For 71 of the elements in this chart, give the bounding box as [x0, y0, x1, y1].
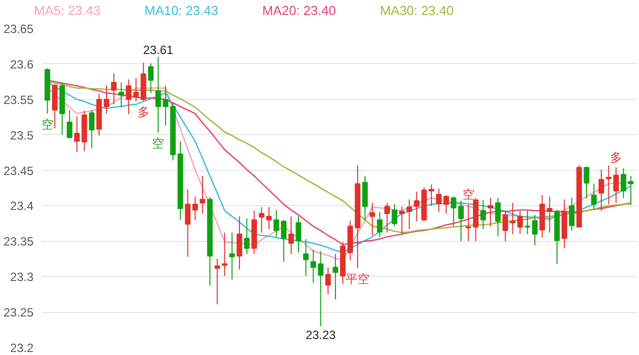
candlestick — [148, 62, 154, 94]
candlestick — [384, 202, 390, 234]
candlestick — [325, 266, 331, 295]
y-tick-label: 23.45 — [3, 164, 34, 178]
candlestick — [236, 216, 242, 270]
candlestick — [392, 204, 398, 227]
candlestick — [244, 218, 250, 254]
candlestick — [598, 169, 604, 212]
y-tick-label: 23.55 — [3, 92, 34, 107]
candlestick — [399, 206, 405, 235]
annotation: 23.61 — [143, 42, 174, 57]
candlestick — [332, 253, 338, 300]
candlestick — [568, 197, 575, 232]
candlestick — [192, 196, 198, 220]
candlestick — [502, 210, 508, 242]
y-tick-label: 23.3 — [10, 270, 34, 284]
candlestick — [606, 164, 612, 205]
candlestick — [414, 191, 420, 222]
candlestick — [406, 198, 412, 230]
candlestick — [229, 232, 235, 280]
candlestick — [155, 56, 161, 134]
text: MA20: 23.40 — [262, 3, 336, 18]
candlestick — [532, 214, 538, 246]
candlestick — [517, 210, 523, 235]
candlestick — [66, 110, 72, 138]
candlestick — [546, 196, 552, 234]
candlestick — [296, 216, 302, 254]
annotation: 多 — [137, 104, 150, 119]
candlestick — [613, 166, 619, 204]
y-tick-label: 23.25 — [3, 306, 34, 320]
candlestick — [466, 204, 472, 242]
candlestick — [584, 166, 590, 200]
candlestick — [200, 175, 206, 214]
candlestick — [74, 116, 80, 152]
candlestick — [436, 188, 442, 213]
candlestick — [222, 232, 228, 276]
candlestick — [370, 202, 376, 236]
candlestick — [118, 82, 124, 108]
y-tick-label: 23.65 — [3, 22, 34, 36]
annotation: 空 — [152, 136, 164, 151]
y-tick-label: 23.4 — [10, 199, 34, 214]
candlestick — [214, 258, 220, 305]
candlestick — [111, 72, 117, 105]
text: MA5: 23.43 — [34, 3, 100, 18]
candlestick — [310, 249, 316, 284]
annotation: 平空 — [346, 272, 370, 286]
candlestick — [443, 194, 450, 214]
annotation: 空 — [41, 118, 54, 132]
candlestick — [480, 200, 486, 230]
annotation: 23.23 — [306, 328, 336, 342]
candlestick — [288, 216, 294, 254]
annotation: 多 — [610, 150, 622, 164]
candlestick — [162, 85, 168, 126]
text: MA30: 23.40 — [380, 3, 454, 18]
text: MA10: 23.43 — [144, 3, 218, 18]
candlestick — [303, 238, 309, 276]
candlestick — [318, 250, 324, 327]
y-tick-label: 23.35 — [3, 234, 34, 249]
candlestick — [524, 210, 530, 235]
candlestick — [376, 212, 383, 238]
y-tick-label: 23.2 — [10, 341, 34, 355]
candlestick — [488, 197, 494, 227]
candlestick — [495, 197, 501, 237]
candlestick — [184, 188, 191, 258]
candlestick — [88, 110, 95, 149]
annotation: 空 — [462, 187, 474, 202]
y-tick-label: 23.6 — [10, 57, 34, 72]
candlestick — [591, 183, 597, 210]
y-tick-label: 23.5 — [10, 128, 34, 142]
candlestick — [280, 219, 287, 262]
candlestick — [274, 209, 280, 238]
